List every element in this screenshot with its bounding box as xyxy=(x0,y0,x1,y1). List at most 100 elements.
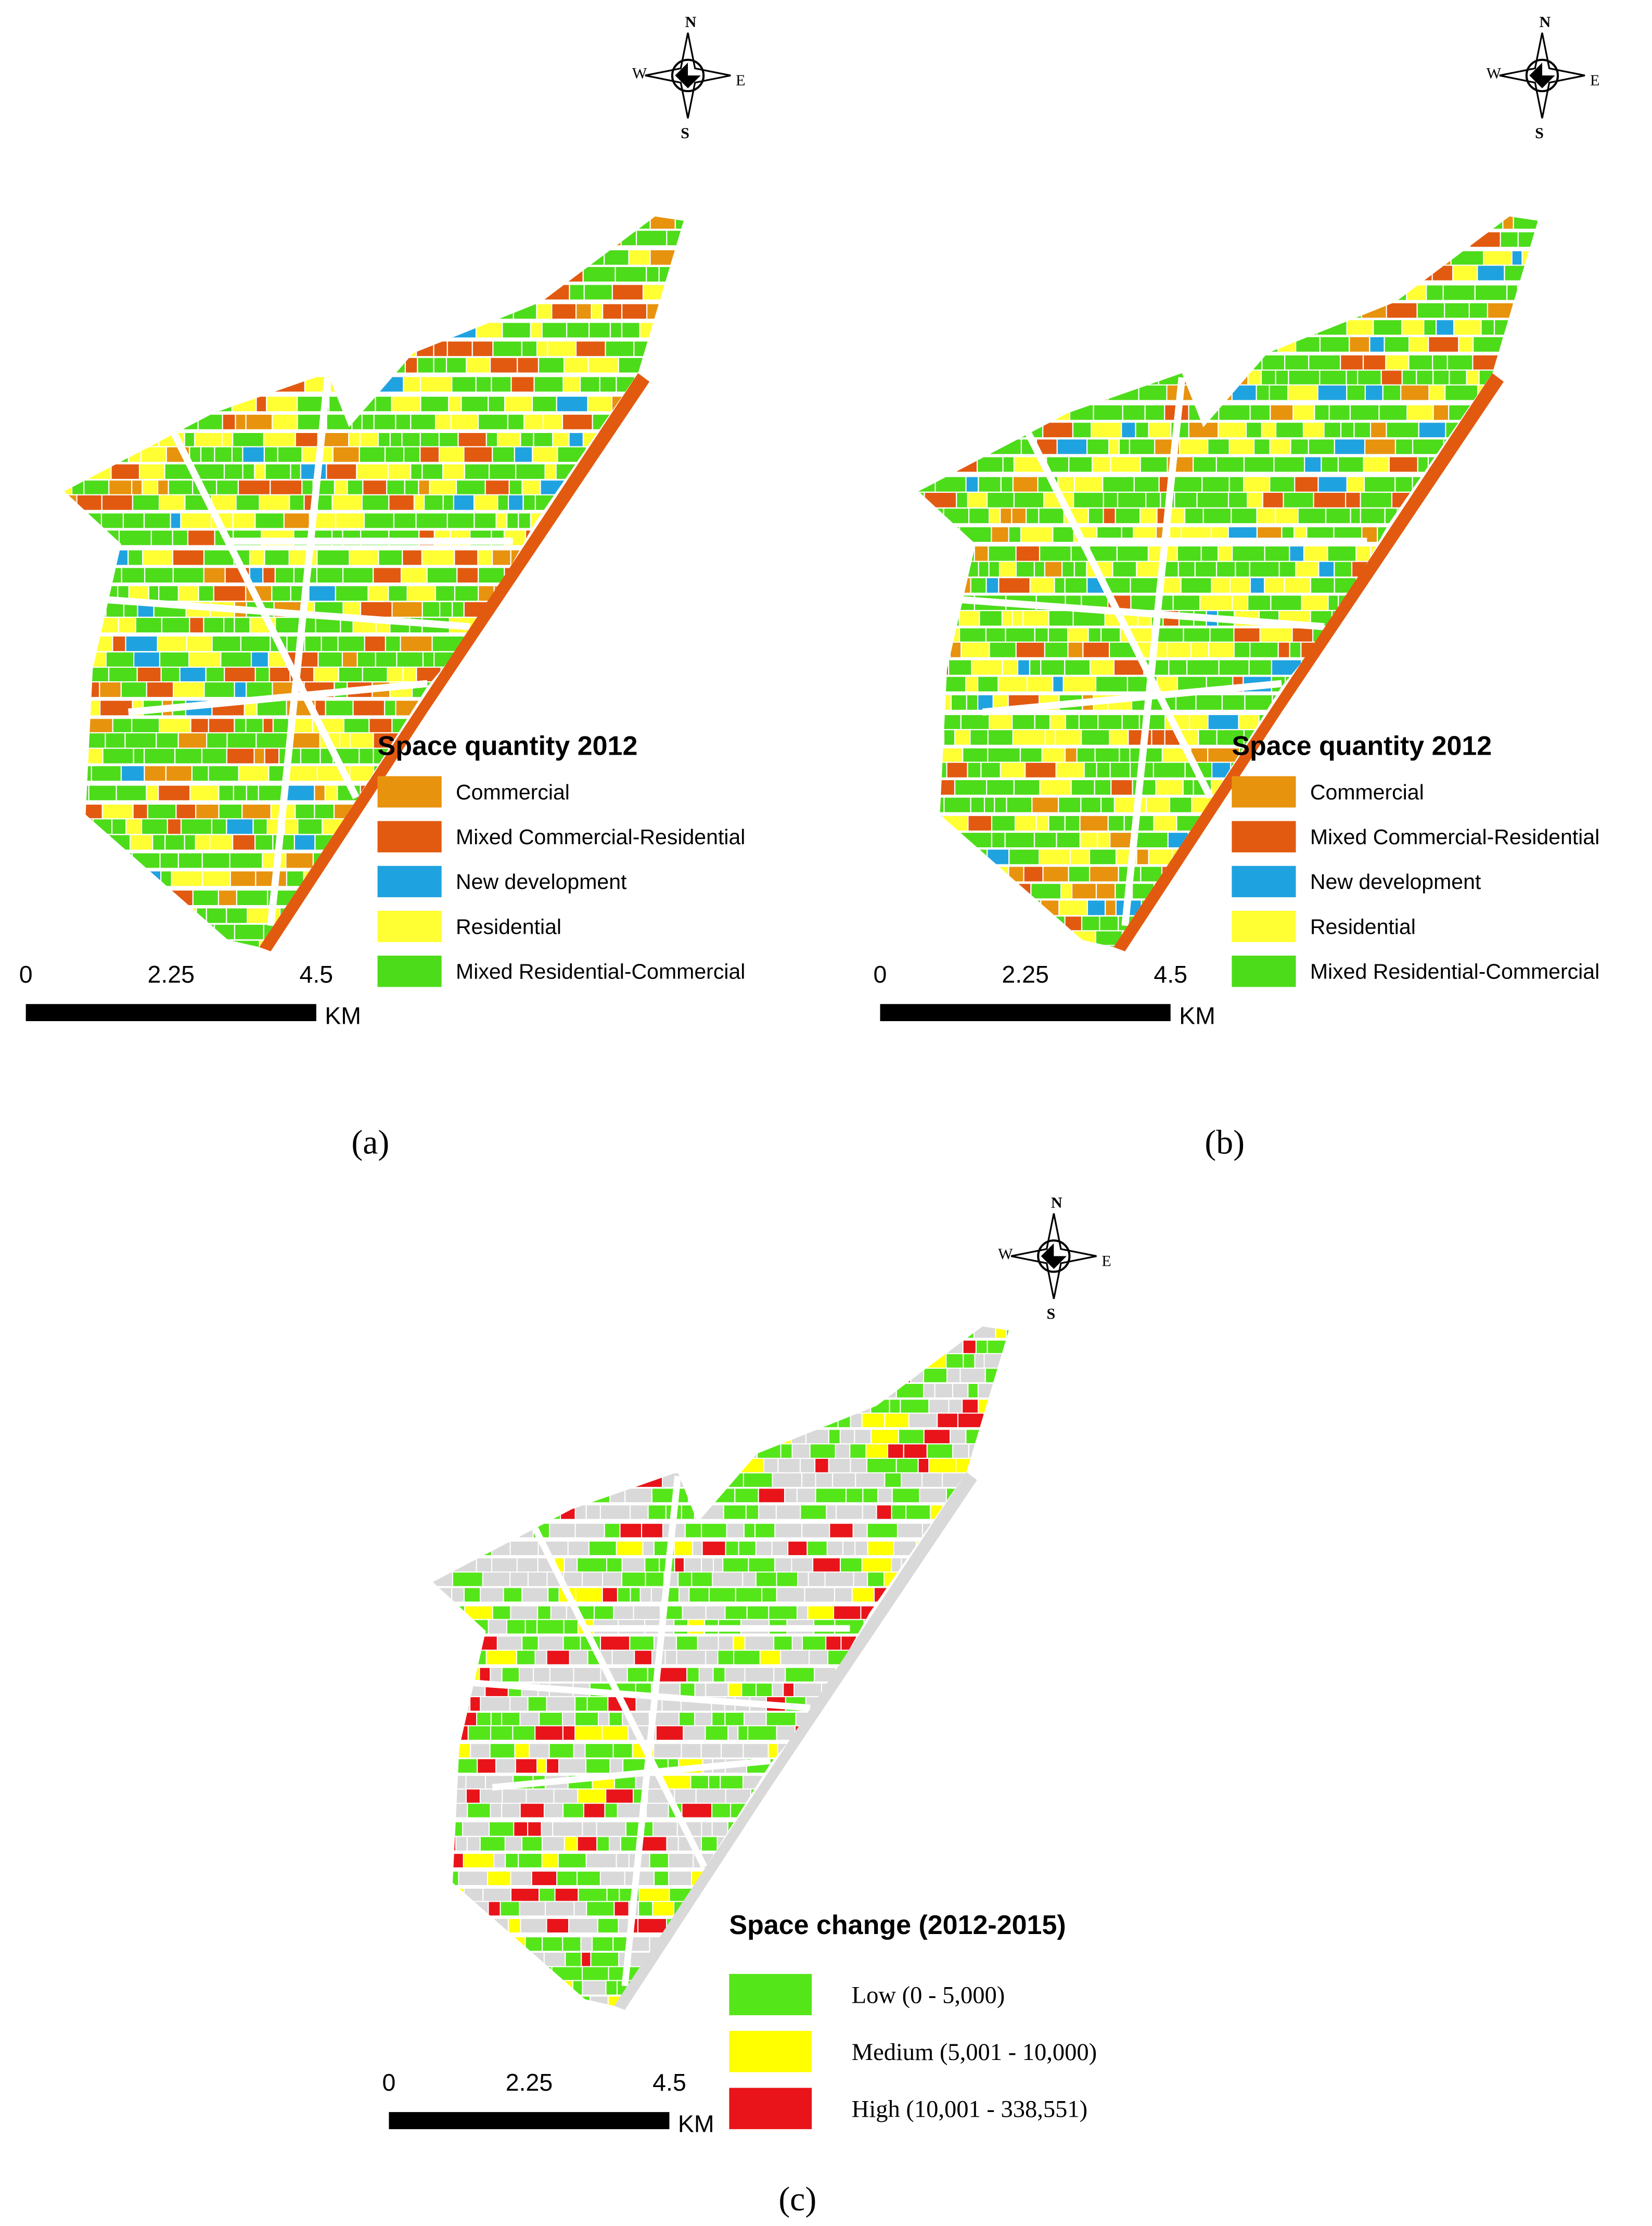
parcel xyxy=(863,1326,882,1339)
parcel xyxy=(493,1504,518,1520)
parcel xyxy=(1011,930,1027,947)
parcel xyxy=(159,852,179,869)
parcel xyxy=(1366,250,1379,267)
parcel xyxy=(79,431,111,449)
parcel xyxy=(763,1326,787,1339)
parcel xyxy=(341,651,358,668)
parcel xyxy=(1492,796,1515,813)
parcel xyxy=(226,907,248,924)
parcel xyxy=(159,718,191,735)
parcel xyxy=(448,249,476,266)
parcel xyxy=(807,1605,835,1621)
parcel xyxy=(253,265,286,283)
parcel xyxy=(1215,561,1236,578)
parcel xyxy=(652,1901,674,1917)
panel-caption: (b) xyxy=(1205,1123,1245,1161)
parcel xyxy=(561,1443,585,1459)
parcel xyxy=(1312,945,1331,947)
parcel xyxy=(682,265,684,283)
parcel xyxy=(1401,231,1429,248)
parcel xyxy=(645,1382,665,1399)
parcel xyxy=(1040,899,1060,917)
parcel xyxy=(460,1649,487,1665)
parcel xyxy=(460,1667,480,1683)
parcel xyxy=(477,635,492,653)
parcel xyxy=(476,1487,497,1504)
parcel xyxy=(1079,815,1109,832)
parcel xyxy=(549,1398,580,1415)
parcel xyxy=(658,681,683,698)
parcel xyxy=(396,651,424,668)
parcel xyxy=(243,303,275,320)
parcel xyxy=(673,852,684,869)
parcel xyxy=(594,1605,614,1621)
parcel xyxy=(463,1852,495,1868)
parcel xyxy=(637,567,670,584)
parcel xyxy=(375,651,398,668)
parcel xyxy=(67,635,83,653)
parcel xyxy=(1277,264,1290,282)
parcel xyxy=(308,585,336,602)
parcel xyxy=(971,1951,992,1967)
parcel xyxy=(222,230,242,247)
parcel xyxy=(1011,609,1024,627)
parcel xyxy=(140,446,167,463)
parcel xyxy=(352,357,375,374)
parcel xyxy=(842,1742,869,1759)
parcel xyxy=(939,404,967,421)
parcel xyxy=(475,765,490,782)
parcel xyxy=(1273,456,1305,473)
parcel xyxy=(465,1788,481,1804)
parcel xyxy=(1017,384,1032,401)
parcel xyxy=(1204,336,1237,353)
parcel xyxy=(1409,676,1429,693)
parcel xyxy=(938,1619,953,1635)
parcel xyxy=(1008,1522,1009,1538)
parcel xyxy=(186,635,213,653)
parcel xyxy=(667,284,684,301)
parcel xyxy=(923,1605,953,1621)
parcel xyxy=(254,834,274,851)
parcel xyxy=(1003,1571,1009,1587)
parcel xyxy=(555,1995,569,2006)
parcel xyxy=(755,1540,773,1557)
parcel xyxy=(432,1605,442,1621)
parcel xyxy=(746,1852,769,1868)
parcel xyxy=(415,512,448,529)
parcel xyxy=(831,1472,856,1488)
parcel xyxy=(1261,354,1286,371)
parcel xyxy=(539,765,564,782)
parcel xyxy=(1388,456,1418,473)
parcel xyxy=(183,322,197,339)
parcel xyxy=(997,369,1021,387)
parcel xyxy=(233,303,245,320)
parcel xyxy=(1377,264,1401,282)
parcel xyxy=(272,413,298,430)
parcel xyxy=(460,1443,489,1459)
parcel xyxy=(932,1326,949,1339)
parcel xyxy=(618,1918,630,1934)
parcel xyxy=(432,1887,444,1903)
parcel xyxy=(1218,319,1235,336)
parcel xyxy=(1394,476,1413,493)
parcel xyxy=(556,396,588,413)
parcel xyxy=(524,1619,538,1635)
parcel xyxy=(972,1605,1002,1621)
parcel xyxy=(692,1995,707,2006)
parcel xyxy=(605,479,631,497)
parcel xyxy=(1100,627,1121,644)
parcel xyxy=(332,446,360,463)
parcel xyxy=(846,1353,863,1369)
parcel xyxy=(698,1667,714,1683)
parcel xyxy=(464,1887,484,1903)
parcel xyxy=(475,284,495,301)
parcel xyxy=(142,923,156,940)
legend-swatch xyxy=(377,910,442,943)
parcel xyxy=(301,907,325,924)
parcel xyxy=(725,1540,739,1557)
parcel xyxy=(487,1871,511,1887)
parcel xyxy=(759,1871,783,1887)
parcel xyxy=(135,617,163,634)
parcel xyxy=(544,1382,557,1399)
parcel xyxy=(342,396,376,413)
